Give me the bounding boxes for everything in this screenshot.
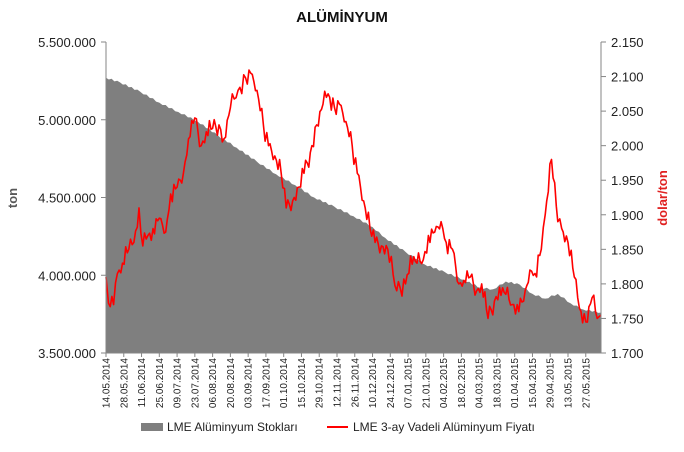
y-axis-right-label: dolar/ton: [655, 170, 670, 226]
series-line-price: [105, 69, 602, 324]
y-tick-left-label: 5.500.000: [38, 35, 96, 50]
x-tick-label: 04.03.2015: [475, 358, 486, 408]
series-area-stocks: [106, 77, 601, 354]
x-tick-label: 18.02.2015: [457, 358, 468, 408]
y-tick-left-label: 5.000.000: [38, 113, 96, 128]
y-tick-right-label: 2.000: [611, 139, 644, 154]
axes: 3.500.000 4.000.000 4.500.000 5.000.000 5.50…: [38, 35, 643, 408]
x-tick-label: 01.10.2014: [279, 358, 290, 408]
x-tick-label: 29.04.2015: [546, 358, 557, 408]
x-tick-label: 01.04.2015: [510, 358, 521, 408]
y-tick-left-label: 4.500.000: [38, 191, 96, 206]
y-tick-left-label: 3.500.000: [38, 346, 96, 361]
legend-swatch-stocks: [141, 423, 163, 431]
y-tick-left-label: 4.000.000: [38, 268, 96, 283]
y-tick-right-label: 1.900: [611, 208, 644, 223]
y-tick-right-label: 1.700: [611, 346, 644, 361]
legend-label-price: LME 3-ay Vadeli Alüminyum Fiyatı: [353, 420, 535, 434]
y-axis-left-label: ton: [5, 188, 20, 208]
y-tick-right-label: 1.850: [611, 242, 644, 257]
y-tick-right-label: 2.150: [611, 35, 644, 50]
x-tick-label: 14.05.2014: [102, 358, 113, 408]
chart-title: ALÜMİNYUM: [296, 9, 388, 26]
x-tick-label: 24.12.2014: [386, 358, 397, 408]
x-tick-label: 29.10.2014: [315, 358, 326, 408]
x-tick-label: 03.09.2014: [244, 358, 255, 408]
x-tick-label: 25.06.2014: [155, 358, 166, 408]
x-tick-label: 09.07.2014: [173, 358, 184, 408]
y-tick-right-label: 1.950: [611, 173, 644, 188]
legend-label-stocks: LME Alüminyum Stokları: [167, 420, 298, 434]
x-tick-label: 20.08.2014: [226, 358, 237, 408]
x-tick-label: 13.05.2015: [564, 358, 575, 408]
x-tick-label: 18.03.2015: [492, 358, 503, 408]
x-tick-label: 27.05.2015: [581, 358, 592, 408]
x-tick-label: 06.08.2014: [208, 358, 219, 408]
legend: LME Alüminyum Stokları LME 3-ay Vadeli A…: [141, 420, 535, 434]
plot-area: [105, 69, 602, 354]
y-tick-right-label: 2.100: [611, 70, 644, 85]
x-tick-label: 23.07.2014: [190, 358, 201, 408]
x-tick-label: 11.06.2014: [137, 358, 148, 408]
x-tick-label: 28.05.2014: [119, 358, 130, 408]
x-tick-label: 10.12.2014: [368, 358, 379, 408]
x-tick-label: 26.11.2014: [350, 358, 361, 408]
y-tick-right-label: 2.050: [611, 104, 644, 119]
x-tick-label: 07.01.2015: [404, 358, 415, 408]
x-tick-label: 21.01.2015: [421, 358, 432, 408]
x-tick-label: 12.11.2014: [333, 358, 344, 408]
y-tick-right-label: 1.750: [611, 311, 644, 326]
x-tick-label: 04.02.2015: [439, 358, 450, 408]
x-tick-label: 15.10.2014: [297, 358, 308, 408]
x-tick-label: 15.04.2015: [528, 358, 539, 408]
y-tick-right-label: 1.800: [611, 277, 644, 292]
x-tick-label: 17.09.2014: [261, 358, 272, 408]
